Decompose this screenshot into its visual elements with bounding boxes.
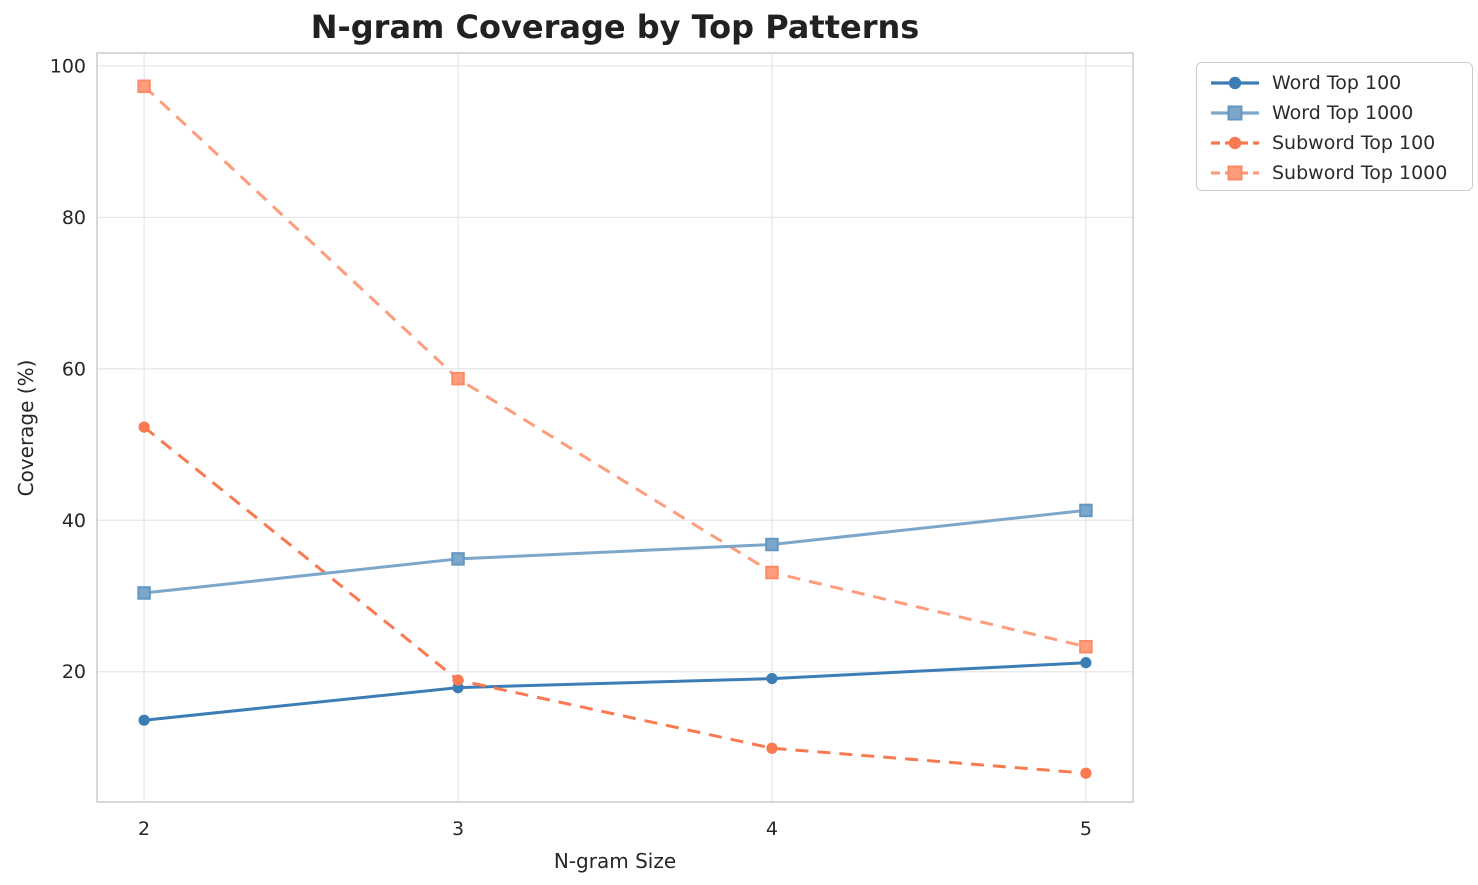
legend-square-marker-icon [1211, 105, 1259, 121]
legend-entry: Subword Top 100 [1210, 128, 1472, 158]
data-point-marker [137, 79, 151, 94]
y-axis-label: Coverage (%) [14, 359, 38, 497]
legend-entry: Word Top 1000 [1210, 98, 1472, 128]
data-point-marker [1080, 657, 1092, 669]
legend-circle-marker-icon [1211, 76, 1259, 90]
x-tick-label: 5 [1080, 818, 1092, 840]
legend-entry: Word Top 100 [1210, 68, 1472, 98]
data-point-marker [766, 672, 778, 685]
series-line [143, 508, 1087, 595]
series-line [143, 85, 1087, 649]
y-tick-label: 80 [62, 207, 86, 229]
legend-label: Subword Top 1000 [1272, 162, 1448, 184]
x-tick-label: 4 [766, 818, 778, 840]
series-line [143, 425, 1087, 775]
data-point-marker [137, 586, 151, 600]
plot-border [96, 52, 1134, 803]
legend-label: Subword Top 100 [1272, 132, 1436, 154]
data-point-marker [451, 371, 465, 386]
data-point-marker [1079, 503, 1093, 518]
series-line [143, 661, 1086, 722]
data-point-marker [766, 742, 778, 754]
data-point-marker [765, 537, 779, 552]
data-point-marker [765, 565, 779, 580]
y-tick-label: 60 [62, 358, 86, 380]
legend-circle-marker-icon [1211, 136, 1259, 150]
data-point-marker [1079, 639, 1093, 654]
y-tick-label: 40 [62, 510, 86, 532]
y-tick-label: 20 [62, 661, 86, 683]
data-point-marker [452, 674, 464, 686]
x-tick-label: 3 [452, 818, 464, 840]
legend-label: Word Top 1000 [1272, 102, 1414, 124]
legend: Word Top 100 Word Top 1000 Subword Top 100… [1196, 62, 1473, 191]
chart-title: N-gram Coverage by Top Patterns [310, 8, 920, 46]
data-point-marker [1080, 767, 1092, 779]
legend-label: Word Top 100 [1272, 72, 1402, 94]
data-point-marker [138, 714, 150, 726]
x-axis-label: N-gram Size [553, 849, 677, 873]
legend-entry: Subword Top 1000 [1210, 158, 1472, 188]
x-tick-label: 2 [138, 818, 150, 840]
legend-square-marker-icon [1211, 165, 1259, 181]
data-point-marker [138, 421, 150, 433]
data-point-marker [451, 552, 465, 566]
y-tick-label: 100 [50, 55, 86, 77]
